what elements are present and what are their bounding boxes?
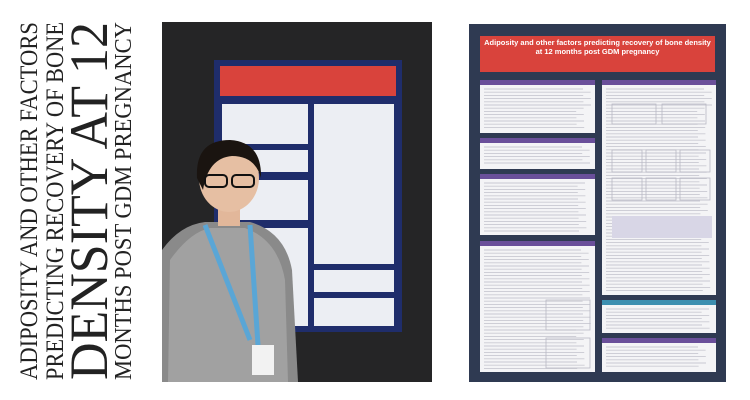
section-bar <box>480 138 595 143</box>
mini-plot <box>661 103 707 125</box>
mini-plot <box>679 149 711 173</box>
photo <box>162 22 432 382</box>
photo-poster-panel <box>314 104 394 264</box>
photo-poster-panel <box>314 298 394 326</box>
section-bar <box>480 241 595 246</box>
badge <box>252 345 274 375</box>
section-bar <box>602 300 716 305</box>
photo-poster-panel <box>222 104 308 144</box>
section-panel <box>602 85 716 295</box>
heading-line: ADIPOSITY AND OTHER FACTORS <box>16 22 43 380</box>
heading-line: PREDICTING RECOVERY OF BONE <box>42 22 69 380</box>
heading-line: DENSITY AT 12 <box>59 22 119 380</box>
results-table <box>612 216 712 238</box>
person-hair <box>196 140 262 190</box>
mini-plot <box>611 103 657 125</box>
mini-plot <box>679 177 711 201</box>
heading: ADIPOSITY AND OTHER FACTORS PREDICTING R… <box>16 22 137 380</box>
section-panel <box>480 85 595 133</box>
section-bar <box>602 80 716 85</box>
lanyard <box>202 224 261 346</box>
photo-poster-header <box>220 66 396 96</box>
mini-plot <box>611 149 643 173</box>
mini-plot <box>645 177 677 201</box>
mini-plot <box>545 337 591 369</box>
poster-header <box>480 36 715 72</box>
mini-plot <box>645 149 677 173</box>
person-glasses <box>204 174 228 188</box>
mini-plots <box>545 103 711 369</box>
mini-plot <box>545 299 591 331</box>
poster-title-box: Adiposity and other factors predicting r… <box>484 38 711 56</box>
section-bar <box>480 174 595 179</box>
heading-line: MONTHS POST GDM PREGNANCY <box>111 22 137 380</box>
person-glasses <box>231 174 255 188</box>
poster-title: Adiposity and other factors predicting r… <box>484 38 711 56</box>
photo-poster-panel <box>314 270 394 292</box>
section-bar <box>602 338 716 343</box>
poster: Adiposity and other factors predicting r… <box>469 24 726 382</box>
section-panel <box>480 246 595 372</box>
section-bar <box>480 80 595 85</box>
mini-plot <box>611 177 643 201</box>
section-panel <box>480 179 595 235</box>
section-panel <box>602 343 716 372</box>
